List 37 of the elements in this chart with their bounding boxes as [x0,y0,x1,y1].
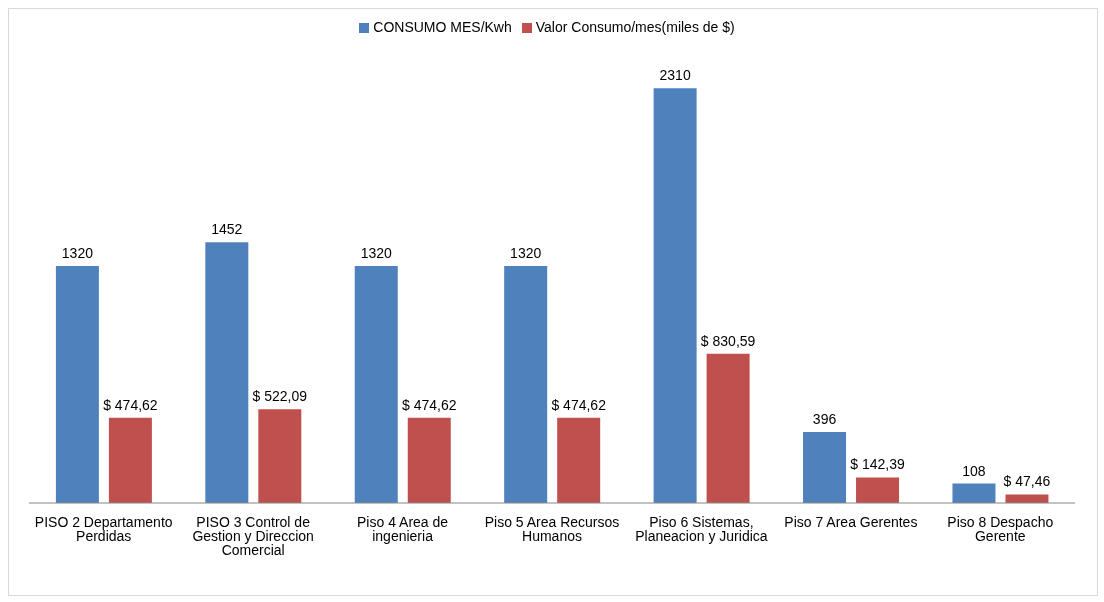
data-label: $ 830,59 [700,332,756,349]
bar [407,417,451,503]
bar [1005,494,1049,503]
bar [653,88,697,503]
bar [205,242,249,503]
x-tick-label: Piso 6 Sistemas, Planeacion y Juridica [635,513,768,544]
data-label: $ 47,46 [1003,473,1051,490]
x-tick-label: PISO 3 Control de Gestion y Direccion Comercial [192,513,314,558]
data-label: $ 474,62 [551,396,607,413]
bar [55,265,99,503]
data-label: 2310 [659,67,691,84]
data-label: 396 [812,410,837,427]
bar [557,417,601,503]
bar [258,409,302,503]
legend-label: CONSUMO MES/Kwh [373,19,512,35]
bar [108,417,152,503]
data-label: 108 [962,462,986,479]
data-label: $ 522,09 [252,388,308,405]
x-tick-label: Piso 7 Area Gerentes [784,513,918,530]
data-label: $ 474,62 [402,396,457,413]
data-label: 1452 [211,221,243,238]
x-tick-label: PISO 2 Departamento Perdidas [34,513,173,544]
bar [354,265,398,503]
bar [504,265,548,503]
x-tick-label: Piso 8 Despacho Gerente [947,513,1054,544]
bar [952,483,996,503]
data-label: 1320 [360,244,393,261]
x-tick-label: Piso 4 Area de ingenieria [357,513,449,544]
data-label: $ 142,39 [850,456,905,473]
data-label: 1320 [61,244,94,261]
legend-label: Valor Consumo/mes(miles de $) [535,19,735,35]
bar [706,353,750,503]
x-tick-label: Piso 5 Area Recursos Humanos [484,513,620,544]
data-label: $ 474,62 [103,396,158,413]
bar [856,477,900,503]
bar [803,431,847,503]
data-label: 1320 [510,244,542,261]
